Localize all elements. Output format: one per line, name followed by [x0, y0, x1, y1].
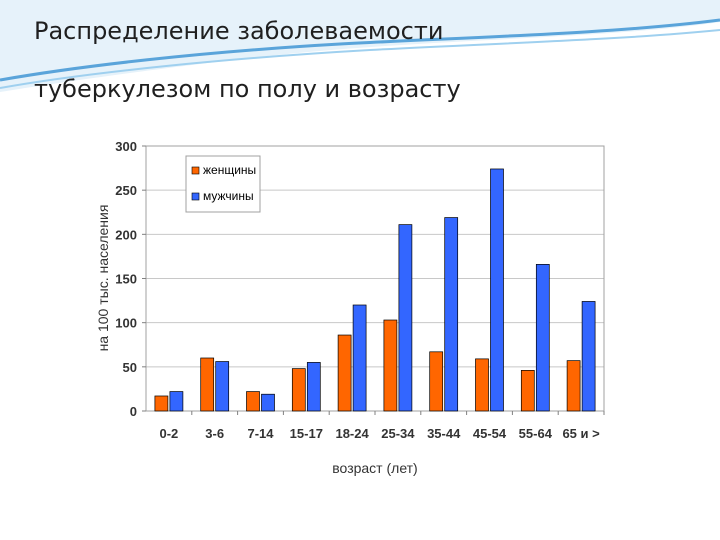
legend-swatch-men: [191, 192, 200, 201]
bar-women: [291, 368, 306, 412]
bar-women: [154, 395, 169, 412]
bar-women: [200, 357, 215, 412]
y-tick-label: 150: [115, 272, 137, 287]
chart-legend: женщины мужчины: [185, 155, 261, 213]
y-tick-label: 100: [115, 316, 137, 331]
bar-men: [169, 391, 184, 412]
y-tick-label: 300: [115, 139, 137, 154]
x-tick-label: 55-64: [519, 426, 553, 441]
bar-men: [581, 301, 596, 412]
bar-women: [475, 358, 489, 412]
x-tick-label: 15-17: [290, 426, 323, 441]
x-tick-label: 3-6: [205, 426, 224, 441]
bar-men: [444, 217, 459, 412]
title-swoosh-decoration: [0, 0, 720, 92]
y-axis-label: на 100 тыс. населения: [95, 205, 111, 352]
x-tick-label: 7-14: [247, 426, 274, 441]
bar-men: [215, 361, 230, 412]
x-tick-label: 25-34: [381, 426, 415, 441]
bar-men: [261, 393, 275, 412]
bar-women: [246, 391, 260, 412]
slide-title-line-1: Распределение заболеваемости: [34, 17, 444, 45]
legend-label-men: мужчины: [203, 189, 254, 203]
bar-women: [337, 334, 352, 412]
bar-women: [383, 319, 398, 412]
bars: [154, 168, 596, 412]
y-tick-label: 200: [115, 227, 137, 242]
y-tick-label: 0: [130, 404, 137, 419]
y-tick-label: 250: [115, 183, 137, 198]
axis-ticks: 0 50 100 150 200 250 300 0-2 3-6 7-14 15-17 18-24 25…: [115, 139, 605, 441]
x-tick-label: 65 и >: [562, 426, 600, 441]
bar-men: [306, 362, 321, 412]
bar-men: [535, 264, 550, 412]
legend-box: [185, 155, 261, 213]
bar-women: [566, 360, 581, 412]
x-axis-label: возраст (лет): [332, 460, 417, 476]
bar-men: [398, 224, 413, 412]
legend-swatch-women: [191, 166, 200, 175]
x-tick-label: 0-2: [160, 426, 179, 441]
slide-title-line-2: туберкулезом по полу и возрасту: [34, 75, 461, 103]
x-tick-label: 45-54: [473, 426, 507, 441]
bar-women: [520, 370, 535, 412]
bar-men: [490, 168, 504, 412]
legend-label-women: женщины: [203, 163, 256, 177]
bar-chart: 0 50 100 150 200 250 300 0-2 3-6 7-14 15-17 18-24 25…: [64, 116, 650, 510]
y-tick-label: 50: [123, 360, 137, 375]
bar-men: [352, 304, 367, 412]
x-tick-label: 35-44: [427, 426, 461, 441]
x-tick-label: 18-24: [335, 426, 369, 441]
bar-women: [429, 351, 444, 412]
